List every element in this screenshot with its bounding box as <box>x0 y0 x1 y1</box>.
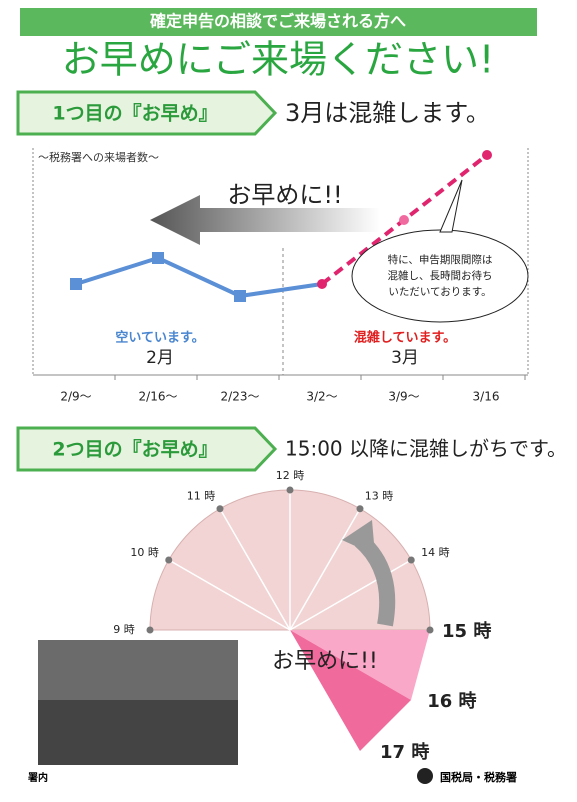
date-label: 2/23～ <box>221 390 260 404</box>
month: 2月 <box>146 348 174 368</box>
photo-crowd <box>38 700 238 765</box>
spoke <box>168 559 291 631</box>
banner-text: 確定申告の相談でご来場される方へ <box>150 12 406 31</box>
month: 3月 <box>391 348 419 368</box>
hour-label: 16 時 <box>427 691 476 712</box>
hour-dot <box>216 505 224 513</box>
spoke <box>219 508 291 631</box>
spoke <box>289 508 361 631</box>
hour-label: 11 時 <box>187 490 216 503</box>
date-label: 3/9～ <box>388 390 419 404</box>
footer-left: 署内 <box>27 771 48 784</box>
point <box>317 279 327 289</box>
bubble <box>351 229 529 323</box>
hour-dot <box>165 556 173 564</box>
spoke <box>289 559 412 631</box>
bubble-line: いただいております。 <box>388 286 491 298</box>
point <box>399 215 409 225</box>
wedge <box>290 630 430 700</box>
date-label: 2/9～ <box>60 390 91 404</box>
hour-label: 17 時 <box>380 742 429 763</box>
section-tag <box>16 426 278 472</box>
hour-dot <box>146 626 154 634</box>
hour-label: 9 時 <box>113 623 135 636</box>
arrow-text: お早めに!! <box>272 649 378 674</box>
hour-dot <box>426 626 434 634</box>
arrow-text: お早めに!! <box>227 181 342 209</box>
tag-text: 2つ目の『お早め』 <box>52 439 217 461</box>
headline: 3月は混雑します。 <box>285 99 490 127</box>
status: 混雑しています。 <box>354 330 456 346</box>
banner <box>20 8 537 36</box>
headline: 15:00 以降に混雑しがちです。 <box>285 437 567 461</box>
footer-right: 国税局・税務署 <box>440 770 517 784</box>
point <box>152 252 164 264</box>
hour-label: 12 時 <box>276 469 305 482</box>
hour-label: 13 時 <box>365 490 394 503</box>
hour-label: 10 時 <box>130 546 159 559</box>
hour-label: 15 時 <box>442 621 491 642</box>
wedge <box>290 630 411 751</box>
section-tag <box>16 90 278 136</box>
tag-text: 1つ目の『お早め』 <box>52 103 217 125</box>
date-label: 3/2～ <box>306 390 337 404</box>
point <box>70 278 82 290</box>
date-label: 3/16 <box>473 390 500 404</box>
arrow-head <box>342 520 375 555</box>
logo <box>417 768 433 784</box>
hour-dot <box>356 505 364 513</box>
point <box>482 150 492 160</box>
hour-dot <box>286 486 294 494</box>
hour-dot <box>407 556 415 564</box>
chart-caption: ～税務署への来場者数～ <box>38 150 159 164</box>
status: 空いています。 <box>115 330 204 346</box>
trend-line <box>75 255 323 299</box>
point <box>234 290 246 302</box>
date-label: 2/16～ <box>139 390 178 404</box>
bubble-tail <box>439 179 463 233</box>
arrow <box>150 195 380 245</box>
main-title: お早めにご来場ください! <box>62 38 494 82</box>
hour-label: 14 時 <box>421 546 450 559</box>
bubble-line: 混雑し、長時間お待ち <box>388 269 493 282</box>
bubble-line: 特に、申告期限間際は <box>388 253 493 266</box>
